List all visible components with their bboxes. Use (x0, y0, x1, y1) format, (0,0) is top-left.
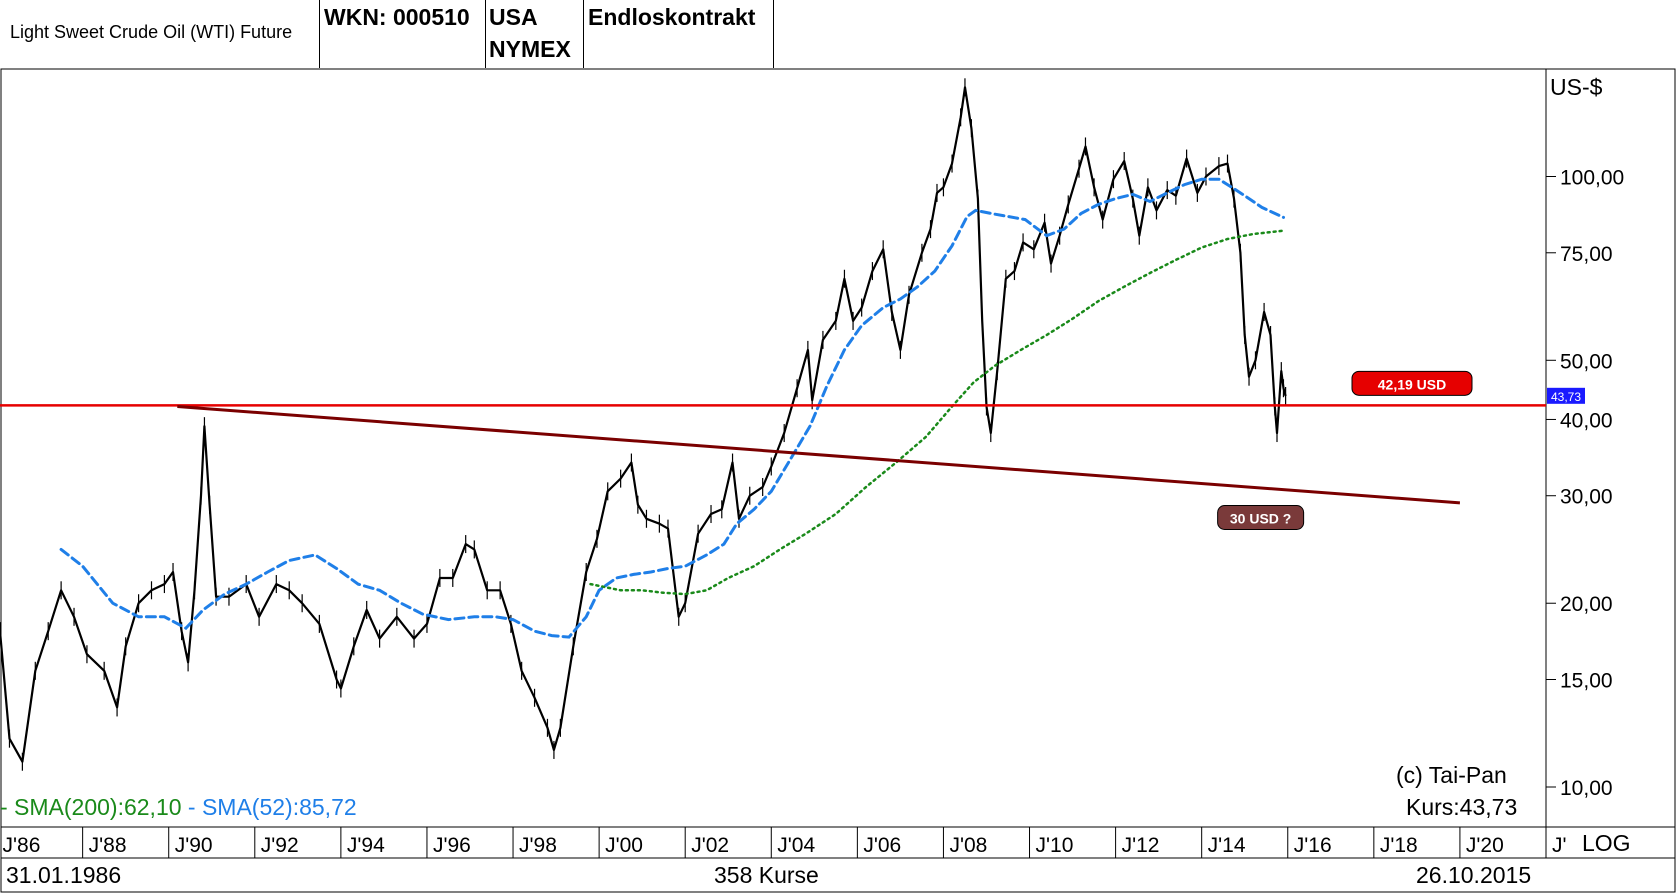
last-price-tag (1547, 387, 1585, 404)
header-country-box: USA NYMEX (486, 0, 584, 68)
trend-label: 30 USD ? (1230, 510, 1291, 526)
sma200-line (589, 229, 1285, 596)
legend-sma200: - SMA(200):62,10 (0, 794, 182, 820)
x-tick-label: J'02 (691, 834, 729, 857)
x-tick-label: J'06 (863, 834, 901, 857)
x-tick-label: J'90 (175, 834, 213, 857)
exchange-label: NYMEX (489, 36, 571, 62)
price-series (0, 78, 1287, 771)
x-tick-label: J'10 (1036, 834, 1074, 857)
y-tick-label: 100,00 (1560, 167, 1624, 190)
trend-line (177, 405, 1461, 505)
wkn-label: WKN: 000510 (324, 4, 470, 30)
x-tick-label: J'96 (433, 834, 471, 857)
x-tick-label: J' (1552, 834, 1567, 857)
header-wkn-box: WKN: 000510 (320, 0, 486, 68)
watermark: (c) Tai-Pan (1396, 762, 1507, 788)
axis-ticks: 10,00 15,00 20,00 30,00 40,00 50,00 75,00 100,0… (3, 167, 1624, 858)
x-tick-label: J'08 (949, 834, 987, 857)
support-label: 42,19 USD (1378, 376, 1446, 392)
instrument-name: Light Sweet Crude Oil (WTI) Future (10, 22, 293, 42)
x-tick-label: J'20 (1466, 834, 1504, 857)
price-line (0, 86, 1287, 763)
x-tick-label: J'94 (347, 834, 385, 857)
sma-legend: - SMA(200):62,10 - SMA(52):85,72 (0, 794, 357, 821)
y-tick-label: 75,00 (1560, 243, 1613, 266)
y-tick-label: 10,00 (1560, 777, 1613, 800)
x-tick-label: J'88 (89, 834, 127, 857)
x-tick-label: J'00 (605, 834, 643, 857)
start-date: 31.01.1986 (6, 862, 122, 888)
support-label-box (1351, 370, 1473, 396)
legend-sma52: - SMA(52):85,72 (187, 794, 357, 820)
y-tick-label: 15,00 (1560, 670, 1613, 693)
sma52-line (59, 177, 1285, 639)
end-date: 26.10.2015 (1416, 862, 1532, 888)
x-tick-label: J'18 (1380, 834, 1418, 857)
last-price-label: 43,73 (1551, 390, 1581, 404)
overlays: 42,19 USD 30 USD ? 43,73 (0, 370, 1585, 530)
x-tick-label: J'92 (261, 834, 299, 857)
x-tick-label: J'04 (777, 834, 815, 857)
x-tick-label: J'16 (1294, 834, 1332, 857)
scale-label: LOG (1582, 830, 1631, 856)
chart-frame (0, 68, 1676, 893)
y-axis-unit: US-$ (1550, 74, 1603, 100)
header-contract-box: Endloskontrakt (584, 0, 774, 68)
contract-label: Endloskontrakt (588, 4, 756, 30)
y-tick-label: 30,00 (1560, 486, 1613, 509)
x-tick-label: J'14 (1208, 834, 1246, 857)
country-label: USA (489, 4, 538, 30)
x-tick-label: J'86 (3, 834, 41, 857)
x-tick-label: J'12 (1122, 834, 1160, 857)
trend-label-box (1217, 504, 1305, 530)
kurs-label: Kurs:43,73 (1406, 794, 1518, 820)
y-tick-label: 20,00 (1560, 593, 1613, 616)
y-tick-label: 50,00 (1560, 350, 1613, 373)
header-instrument-box: Light Sweet Crude Oil (WTI) Future (0, 0, 320, 68)
count-label: 358 Kurse (714, 862, 819, 888)
x-tick-label: J'98 (519, 834, 557, 857)
y-tick-label: 40,00 (1560, 409, 1613, 432)
